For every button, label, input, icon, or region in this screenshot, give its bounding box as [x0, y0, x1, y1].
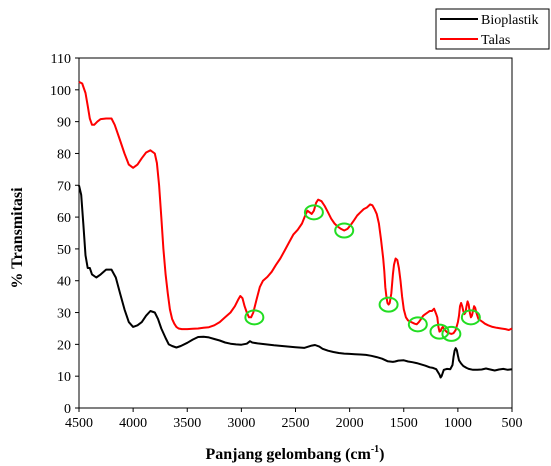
y-tick-label: 20: [57, 338, 71, 353]
x-axis-ticks: 4500 4000 3500 3000 2500 2000 1500 1000 500: [65, 408, 523, 431]
peak-marker-circle: [303, 204, 324, 221]
x-axis-label-sup: -1: [371, 444, 379, 455]
x-tick-label: 1500: [390, 416, 418, 431]
x-tick-label: 2000: [336, 416, 364, 431]
y-tick-label: 0: [64, 402, 71, 417]
y-tick-label: 80: [57, 147, 71, 162]
peak-marker-circle: [244, 309, 265, 326]
y-tick-label: 50: [57, 243, 71, 258]
peak-marker-circle: [407, 316, 428, 333]
x-tick-label: 4000: [119, 416, 147, 431]
legend-label-talas: Talas: [481, 33, 510, 48]
marker-layer: [244, 204, 481, 342]
x-tick-label: 2500: [282, 416, 310, 431]
x-axis-label-tail: ): [379, 446, 384, 463]
series-line-talas: [78, 81, 513, 335]
y-tick-label: 100: [50, 84, 71, 99]
y-tick-label: 70: [57, 179, 71, 194]
peak-marker-circle: [334, 222, 355, 239]
x-axis-label: Panjang gelombang (cm-1): [206, 444, 385, 463]
x-tick-label: 3500: [173, 416, 201, 431]
y-tick-label: 10: [57, 370, 71, 385]
peak-marker-circle: [441, 325, 462, 342]
y-axis-ticks: 0 10 20 30 40 50 60 70 80 90 100 110: [50, 52, 79, 417]
y-tick-label: 30: [57, 307, 71, 322]
legend-box: [435, 8, 550, 50]
peak-marker-circle: [429, 323, 450, 340]
peak-marker-circle: [460, 309, 481, 326]
series-layer: [78, 81, 513, 379]
y-axis-label: % Transmitasi: [9, 187, 26, 289]
x-tick-label: 3000: [227, 416, 255, 431]
peak-marker-circle: [378, 296, 399, 313]
y-tick-label: 40: [57, 275, 71, 290]
x-tick-label: 1000: [444, 416, 472, 431]
series-line-bioplastik: [78, 185, 513, 379]
x-axis-label-main: Panjang gelombang (cm: [206, 446, 372, 463]
x-tick-label: 4500: [65, 416, 93, 431]
legend: Bioplastik Talas: [435, 8, 550, 50]
x-tick-label: 500: [502, 416, 523, 431]
y-tick-label: 110: [51, 52, 71, 67]
legend-label-bioplastik: Bioplastik: [481, 13, 539, 28]
y-tick-label: 90: [57, 116, 71, 131]
y-tick-label: 60: [57, 211, 71, 226]
